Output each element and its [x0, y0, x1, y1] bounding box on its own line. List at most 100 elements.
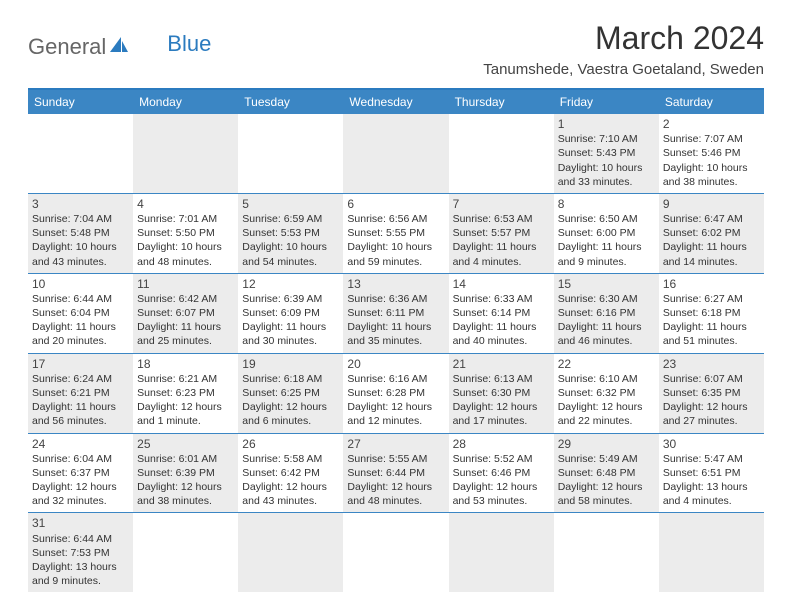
- cell-daylight2: and 40 minutes.: [453, 334, 550, 348]
- cell-sunset: Sunset: 6:25 PM: [242, 386, 339, 400]
- month-title: March 2024: [483, 20, 764, 57]
- cell-sunrise: Sunrise: 6:13 AM: [453, 372, 550, 386]
- calendar-week-row: 17Sunrise: 6:24 AMSunset: 6:21 PMDayligh…: [28, 353, 764, 433]
- day-number: 6: [347, 196, 444, 212]
- weekday-header: Saturday: [659, 90, 764, 114]
- cell-daylight2: and 20 minutes.: [32, 334, 129, 348]
- day-number: 4: [137, 196, 234, 212]
- cell-daylight2: and 6 minutes.: [242, 414, 339, 428]
- calendar-day-cell: 15Sunrise: 6:30 AMSunset: 6:16 PMDayligh…: [554, 273, 659, 353]
- cell-daylight2: and 22 minutes.: [558, 414, 655, 428]
- cell-daylight2: and 51 minutes.: [663, 334, 760, 348]
- cell-daylight1: Daylight: 10 hours: [558, 161, 655, 175]
- calendar-day-cell: 18Sunrise: 6:21 AMSunset: 6:23 PMDayligh…: [133, 353, 238, 433]
- cell-sunrise: Sunrise: 6:56 AM: [347, 212, 444, 226]
- cell-sunrise: Sunrise: 6:44 AM: [32, 292, 129, 306]
- calendar-day-cell: 16Sunrise: 6:27 AMSunset: 6:18 PMDayligh…: [659, 273, 764, 353]
- cell-sunrise: Sunrise: 6:07 AM: [663, 372, 760, 386]
- cell-sunrise: Sunrise: 6:42 AM: [137, 292, 234, 306]
- cell-sunrise: Sunrise: 5:49 AM: [558, 452, 655, 466]
- cell-daylight2: and 48 minutes.: [347, 494, 444, 508]
- cell-daylight1: Daylight: 10 hours: [242, 240, 339, 254]
- calendar-table: SundayMondayTuesdayWednesdayThursdayFrid…: [28, 90, 764, 592]
- calendar-day-cell: 22Sunrise: 6:10 AMSunset: 6:32 PMDayligh…: [554, 353, 659, 433]
- cell-daylight2: and 58 minutes.: [558, 494, 655, 508]
- day-number: 8: [558, 196, 655, 212]
- cell-sunrise: Sunrise: 6:04 AM: [32, 452, 129, 466]
- cell-daylight1: Daylight: 10 hours: [347, 240, 444, 254]
- cell-daylight1: Daylight: 11 hours: [558, 320, 655, 334]
- logo-text-general: General: [28, 34, 106, 60]
- cell-daylight1: Daylight: 11 hours: [663, 240, 760, 254]
- day-number: 31: [32, 515, 129, 531]
- cell-sunset: Sunset: 6:46 PM: [453, 466, 550, 480]
- cell-sunrise: Sunrise: 5:47 AM: [663, 452, 760, 466]
- calendar-day-cell: [133, 114, 238, 193]
- calendar-day-cell: 6Sunrise: 6:56 AMSunset: 5:55 PMDaylight…: [343, 193, 448, 273]
- weekday-header: Sunday: [28, 90, 133, 114]
- cell-daylight2: and 54 minutes.: [242, 255, 339, 269]
- cell-daylight2: and 4 minutes.: [663, 494, 760, 508]
- cell-daylight1: Daylight: 12 hours: [137, 480, 234, 494]
- cell-daylight1: Daylight: 12 hours: [242, 400, 339, 414]
- cell-daylight1: Daylight: 12 hours: [347, 480, 444, 494]
- calendar-day-cell: 11Sunrise: 6:42 AMSunset: 6:07 PMDayligh…: [133, 273, 238, 353]
- cell-sunset: Sunset: 6:23 PM: [137, 386, 234, 400]
- cell-sunset: Sunset: 6:18 PM: [663, 306, 760, 320]
- cell-daylight1: Daylight: 11 hours: [453, 320, 550, 334]
- calendar-day-cell: 1Sunrise: 7:10 AMSunset: 5:43 PMDaylight…: [554, 114, 659, 193]
- calendar-day-cell: 31Sunrise: 6:44 AMSunset: 7:53 PMDayligh…: [28, 513, 133, 592]
- cell-sunset: Sunset: 5:43 PM: [558, 146, 655, 160]
- cell-sunrise: Sunrise: 6:50 AM: [558, 212, 655, 226]
- cell-daylight2: and 25 minutes.: [137, 334, 234, 348]
- calendar-day-cell: 25Sunrise: 6:01 AMSunset: 6:39 PMDayligh…: [133, 433, 238, 513]
- cell-daylight2: and 14 minutes.: [663, 255, 760, 269]
- weekday-header: Thursday: [449, 90, 554, 114]
- cell-daylight2: and 59 minutes.: [347, 255, 444, 269]
- day-number: 14: [453, 276, 550, 292]
- cell-sunrise: Sunrise: 6:21 AM: [137, 372, 234, 386]
- cell-sunrise: Sunrise: 6:39 AM: [242, 292, 339, 306]
- cell-daylight2: and 38 minutes.: [137, 494, 234, 508]
- cell-sunset: Sunset: 6:04 PM: [32, 306, 129, 320]
- calendar-body: 1Sunrise: 7:10 AMSunset: 5:43 PMDaylight…: [28, 114, 764, 592]
- day-number: 25: [137, 436, 234, 452]
- calendar-day-cell: [343, 513, 448, 592]
- day-number: 26: [242, 436, 339, 452]
- calendar-day-cell: [28, 114, 133, 193]
- cell-daylight2: and 35 minutes.: [347, 334, 444, 348]
- calendar-day-cell: 20Sunrise: 6:16 AMSunset: 6:28 PMDayligh…: [343, 353, 448, 433]
- logo-sail-icon: [109, 33, 129, 59]
- calendar-day-cell: [238, 513, 343, 592]
- calendar-day-cell: 27Sunrise: 5:55 AMSunset: 6:44 PMDayligh…: [343, 433, 448, 513]
- day-number: 28: [453, 436, 550, 452]
- cell-daylight1: Daylight: 12 hours: [453, 400, 550, 414]
- calendar-day-cell: 17Sunrise: 6:24 AMSunset: 6:21 PMDayligh…: [28, 353, 133, 433]
- calendar-day-cell: 14Sunrise: 6:33 AMSunset: 6:14 PMDayligh…: [449, 273, 554, 353]
- cell-sunset: Sunset: 7:53 PM: [32, 546, 129, 560]
- cell-daylight1: Daylight: 12 hours: [242, 480, 339, 494]
- cell-daylight2: and 32 minutes.: [32, 494, 129, 508]
- cell-sunrise: Sunrise: 6:36 AM: [347, 292, 444, 306]
- calendar-day-cell: 3Sunrise: 7:04 AMSunset: 5:48 PMDaylight…: [28, 193, 133, 273]
- title-block: March 2024 Tanumshede, Vaestra Goetaland…: [483, 20, 764, 82]
- cell-daylight1: Daylight: 11 hours: [32, 320, 129, 334]
- cell-sunrise: Sunrise: 5:55 AM: [347, 452, 444, 466]
- day-number: 17: [32, 356, 129, 372]
- calendar-day-cell: 12Sunrise: 6:39 AMSunset: 6:09 PMDayligh…: [238, 273, 343, 353]
- calendar-day-cell: 7Sunrise: 6:53 AMSunset: 5:57 PMDaylight…: [449, 193, 554, 273]
- day-number: 19: [242, 356, 339, 372]
- cell-sunrise: Sunrise: 6:27 AM: [663, 292, 760, 306]
- day-number: 21: [453, 356, 550, 372]
- cell-sunset: Sunset: 5:48 PM: [32, 226, 129, 240]
- cell-daylight2: and 43 minutes.: [242, 494, 339, 508]
- cell-sunrise: Sunrise: 6:16 AM: [347, 372, 444, 386]
- day-number: 23: [663, 356, 760, 372]
- page-header: General Blue March 2024 Tanumshede, Vaes…: [28, 20, 764, 82]
- cell-sunset: Sunset: 6:51 PM: [663, 466, 760, 480]
- cell-sunset: Sunset: 6:32 PM: [558, 386, 655, 400]
- cell-daylight1: Daylight: 10 hours: [137, 240, 234, 254]
- calendar-day-cell: 23Sunrise: 6:07 AMSunset: 6:35 PMDayligh…: [659, 353, 764, 433]
- calendar-day-cell: 2Sunrise: 7:07 AMSunset: 5:46 PMDaylight…: [659, 114, 764, 193]
- cell-sunrise: Sunrise: 6:33 AM: [453, 292, 550, 306]
